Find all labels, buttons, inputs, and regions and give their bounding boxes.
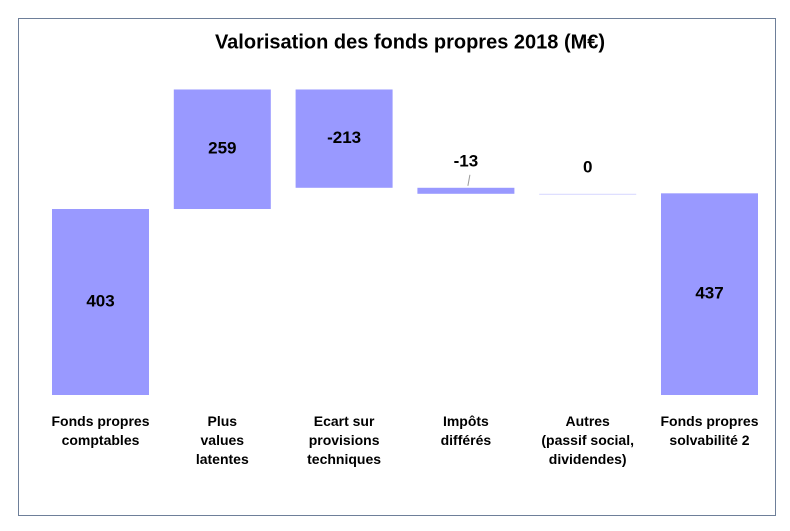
category-label: Impôts différés bbox=[440, 413, 492, 448]
bar bbox=[417, 187, 515, 194]
bar bbox=[173, 89, 271, 210]
bar bbox=[52, 209, 149, 395]
bar bbox=[539, 193, 637, 195]
value-label: 437 bbox=[695, 284, 723, 303]
value-label: -213 bbox=[327, 128, 361, 147]
category-label: Ecart sur provisions techniques bbox=[307, 413, 382, 467]
category-label: Fonds propres comptables bbox=[51, 413, 150, 448]
category-label: Autres (passif social, dividendes) bbox=[541, 413, 634, 467]
leader-line bbox=[467, 174, 471, 186]
value-label: -13 bbox=[454, 151, 479, 170]
bar bbox=[661, 193, 758, 395]
category-label: Plus values latentes bbox=[195, 413, 249, 467]
category-label: Fonds propres solvabilité 2 bbox=[660, 413, 759, 448]
bar bbox=[295, 89, 393, 188]
value-label: 403 bbox=[86, 291, 114, 310]
chart-title: Valorisation des fonds propres 2018 (M€) bbox=[215, 31, 605, 53]
value-label: 259 bbox=[208, 139, 236, 158]
value-label: 0 bbox=[583, 157, 592, 176]
